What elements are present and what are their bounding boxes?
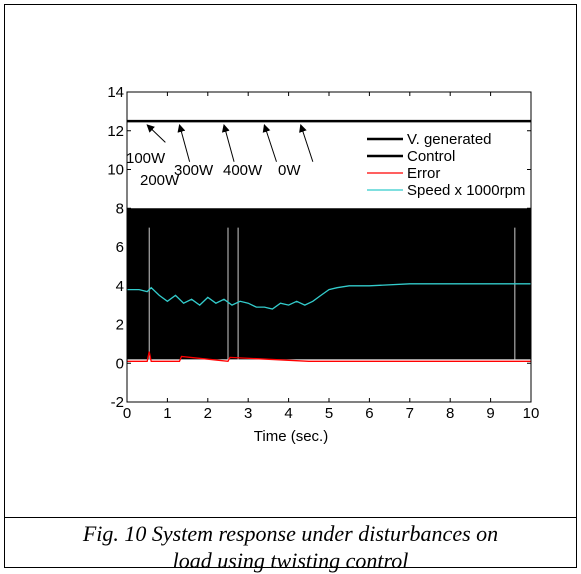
x-tick-label: 3 [244, 405, 252, 422]
x-tick-label: 4 [284, 405, 292, 422]
x-tick-label: 7 [406, 405, 414, 422]
annotation-label: 0W [278, 162, 301, 179]
x-tick-label: 6 [365, 405, 373, 422]
figure-frame [4, 4, 577, 568]
x-tick-label: 0 [123, 405, 131, 422]
series-line-4 [127, 283, 531, 310]
legend-label: Speed x 1000rpm [407, 182, 525, 199]
annotation-label: 300W [174, 162, 214, 179]
y-tick-label: 4 [116, 278, 124, 295]
legend-label: Error [407, 165, 440, 182]
y-tick-label: 0 [116, 355, 124, 372]
caption-line-1: Fig. 10 System response under disturbanc… [82, 521, 499, 546]
annotation-arrow [299, 123, 314, 162]
legend-label: Control [407, 148, 455, 165]
figure-caption: Fig. 10 System response under disturbanc… [4, 520, 577, 574]
legend-label: V. generated [407, 131, 492, 148]
annotation-label: 100W [126, 150, 166, 167]
annotation-arrow [262, 123, 277, 162]
y-tick-label: 12 [107, 123, 124, 140]
x-axis-label: Time (sec.) [254, 428, 328, 445]
y-tick-label: 10 [107, 162, 124, 179]
annotation-arrow [221, 123, 235, 162]
x-tick-label: 2 [204, 405, 212, 422]
y-tick-label: 2 [116, 317, 124, 334]
y-tick-label: -2 [111, 394, 124, 411]
x-tick-label: 9 [486, 405, 494, 422]
x-tick-label: 8 [446, 405, 454, 422]
annotation-arrow [146, 124, 166, 143]
y-tick-label: 14 [107, 84, 124, 101]
annotation-arrow [177, 123, 191, 162]
x-tick-label: 10 [523, 405, 540, 422]
caption-line-2: load using twisting control [172, 548, 409, 573]
series-line-3 [127, 351, 531, 362]
y-tick-label: 8 [116, 200, 124, 217]
annotation-label: 400W [223, 162, 263, 179]
x-tick-label: 5 [325, 405, 333, 422]
caption-divider [4, 517, 577, 518]
annotation-label: 200W [140, 172, 180, 189]
y-tick-label: 6 [116, 239, 124, 256]
x-tick-label: 1 [163, 405, 171, 422]
